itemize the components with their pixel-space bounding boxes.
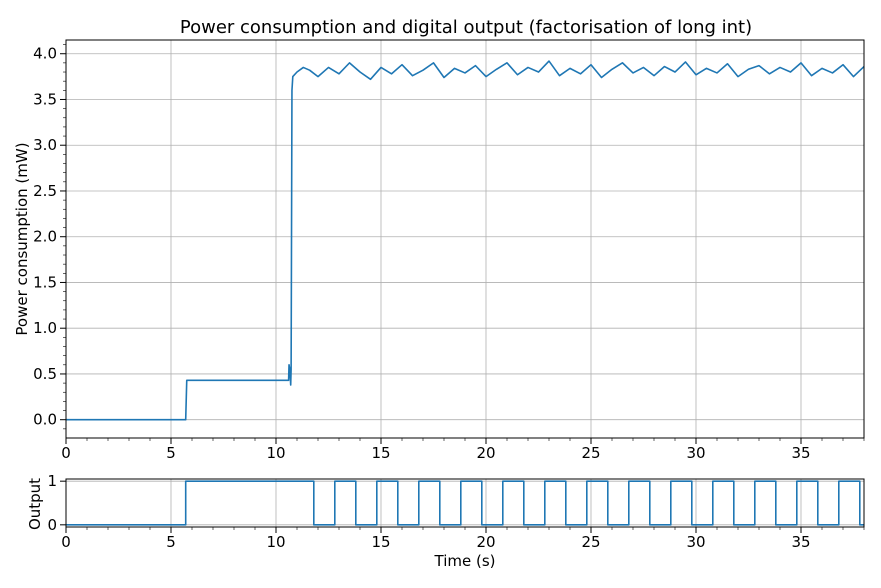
power-series-line: [66, 60, 865, 421]
power-ytick-label: 1.5: [33, 273, 57, 291]
power-ytick-label: 2.0: [33, 228, 57, 246]
power-ytick-label: 0.0: [33, 411, 57, 429]
power-xtick-label: 15: [371, 444, 390, 462]
output-xtick-label: 15: [371, 533, 390, 551]
power-plot-series: [66, 60, 865, 421]
power-plot-ylabel: Power consumption (mW): [13, 142, 31, 335]
power-ytick-label: 4.0: [33, 45, 57, 63]
power-xtick-label: 0: [61, 444, 71, 462]
power-xtick-label: 30: [686, 444, 705, 462]
power-xtick-label: 5: [166, 444, 176, 462]
output-plot-series: [66, 480, 864, 526]
power-ytick-label: 2.5: [33, 182, 57, 200]
chart-title: Power consumption and digital output (fa…: [180, 17, 752, 38]
power-ytick-label: 0.5: [33, 365, 57, 383]
output-xtick-label: 20: [476, 533, 495, 551]
power-plot-grid: [65, 40, 864, 438]
power-plot-ticks: 0 5 10 15 20 25 30 35 0.0 0.5 1.0 1.5 2.0 2.5 3.0 3.5 4.…: [33, 44, 865, 462]
output-xtick-label: 5: [166, 533, 176, 551]
output-plot-ylabel: Output: [26, 478, 44, 530]
output-series-line: [66, 480, 864, 526]
output-xtick-label: 10: [266, 533, 285, 551]
output-plot-xlabel: Time (s): [434, 552, 496, 570]
output-xtick-label: 0: [61, 533, 71, 551]
power-xtick-label: 35: [791, 444, 810, 462]
output-plot-ticks: 0 5 10 15 20 25 30 35 0 1: [47, 472, 865, 551]
power-xtick-label: 25: [581, 444, 600, 462]
output-ytick-label: 1: [47, 472, 57, 490]
output-xtick-label: 25: [581, 533, 600, 551]
output-xtick-label: 35: [791, 533, 810, 551]
power-ytick-label: 1.0: [33, 319, 57, 337]
output-ytick-label: 0: [47, 516, 57, 534]
power-ytick-label: 3.0: [33, 136, 57, 154]
power-xtick-label: 10: [266, 444, 285, 462]
power-ytick-label: 3.5: [33, 90, 57, 108]
output-xtick-label: 30: [686, 533, 705, 551]
power-xtick-label: 20: [476, 444, 495, 462]
